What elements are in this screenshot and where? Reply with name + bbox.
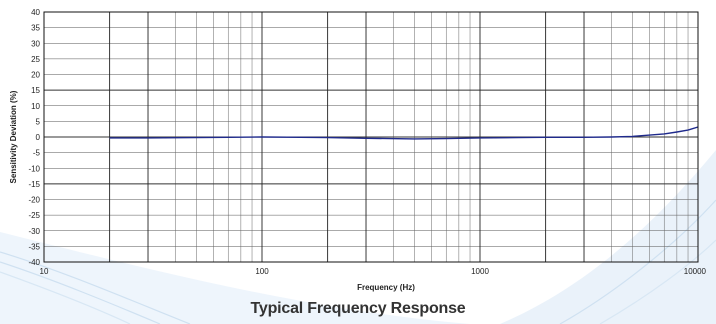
chart-caption: Typical Frequency Response xyxy=(250,300,466,317)
y-tick-label: 35 xyxy=(31,24,40,33)
y-tick-label: -20 xyxy=(28,196,40,205)
y-tick-label: 5 xyxy=(36,117,41,126)
y-tick-label: 15 xyxy=(31,86,40,95)
y-tick-label: 25 xyxy=(31,55,40,64)
y-tick-labels: 40 35 30 25 20 15 10 5 0 -5 -10 -15 -20 -25 -30 -35 -40 xyxy=(28,8,40,267)
y-tick-label: -5 xyxy=(33,149,41,158)
y-tick-label: -25 xyxy=(28,211,40,220)
minor-gridlines xyxy=(44,11,698,263)
y-tick-label: -40 xyxy=(28,258,40,267)
series-layer xyxy=(109,126,699,140)
y-tick-label: 30 xyxy=(31,39,40,48)
y-tick-label: -10 xyxy=(28,164,40,173)
y-tick-label: 20 xyxy=(31,71,40,80)
x-tick-label: 1000 xyxy=(471,267,489,276)
series-line-1 xyxy=(109,126,699,140)
y-tick-label: -30 xyxy=(28,227,40,236)
y-tick-label: -35 xyxy=(28,242,40,251)
x-tick-labels: 10 100 1000 10000 xyxy=(40,267,707,276)
y-tick-label: 40 xyxy=(31,8,40,17)
y-axis-label: Sensitivity Deviation (%) xyxy=(9,90,18,183)
y-tick-label: 0 xyxy=(36,133,41,142)
x-tick-label: 10000 xyxy=(684,267,707,276)
x-tick-label: 100 xyxy=(255,267,269,276)
y-tick-label: -15 xyxy=(28,180,40,189)
x-tick-label: 10 xyxy=(40,267,49,276)
plot-frame xyxy=(43,11,699,263)
y-tick-label: 10 xyxy=(31,102,40,111)
x-axis-label: Frequency (Hz) xyxy=(357,283,415,292)
